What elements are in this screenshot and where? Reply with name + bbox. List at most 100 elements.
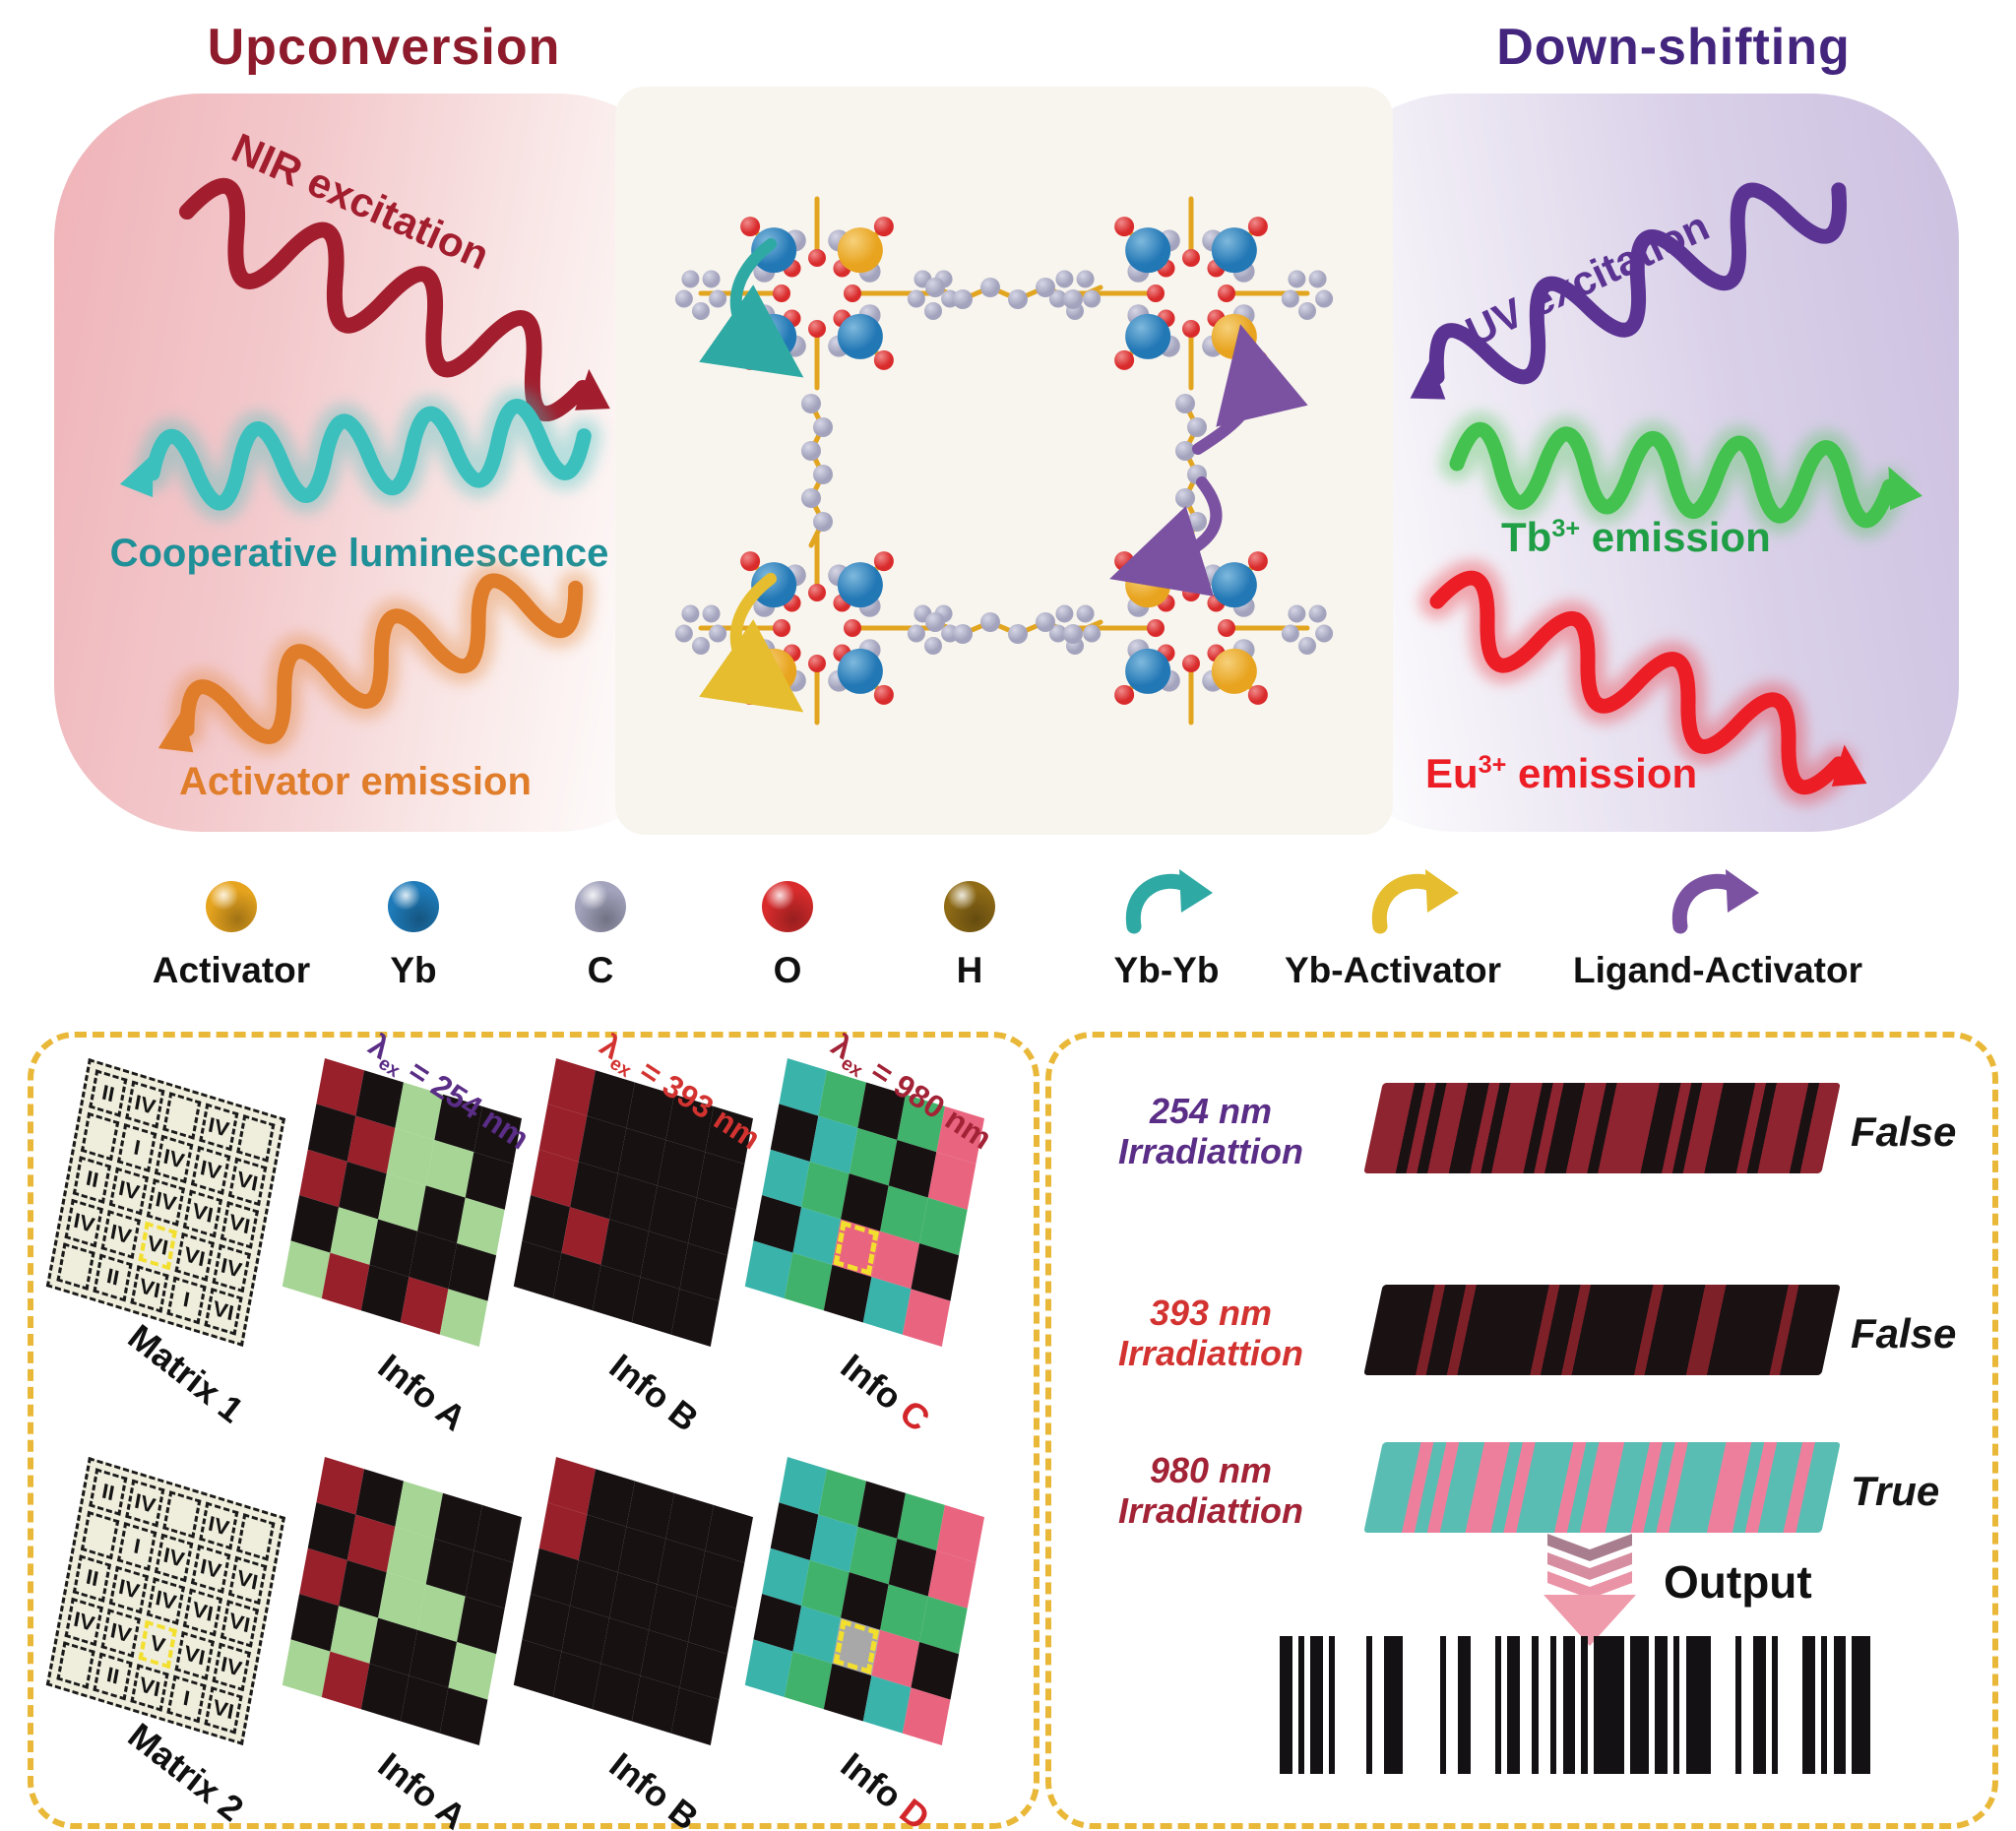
terminal-oxygen-atom <box>1114 551 1135 572</box>
yb-atom <box>1211 227 1257 274</box>
terminal-oxygen-atom <box>740 349 761 370</box>
yb-atom <box>751 562 797 608</box>
carbon-atom <box>1055 604 1074 623</box>
carbon-atom <box>1281 289 1299 308</box>
activator-atom <box>1211 648 1257 694</box>
terminal-oxygen-atom <box>740 551 761 572</box>
carbon-atom <box>1055 270 1074 288</box>
carbon-atom <box>1083 624 1102 643</box>
yb-yb-transfer-arrow <box>699 238 804 378</box>
terminal-oxygen-atom <box>1247 684 1268 705</box>
carbon-atom <box>924 302 942 320</box>
carbon-atom <box>1288 604 1306 623</box>
carbon-atom <box>702 270 721 288</box>
yb-atom <box>751 227 797 274</box>
yb-yb-legend-label: Yb-Yb <box>1113 950 1220 990</box>
eu-symbol: Eu <box>1425 750 1479 796</box>
c-atom-legend-sphere <box>575 881 626 932</box>
linker-carbon-atom <box>1036 278 1055 297</box>
downshifting-gradient-panel <box>1309 94 1959 832</box>
ligand-activator-arrow-icon <box>1671 869 1759 934</box>
downshifting-title: Down-shifting <box>1496 19 1851 76</box>
linker-carbon-atom <box>801 488 821 508</box>
carbon-atom <box>1048 289 1067 308</box>
oxygen-atom <box>808 584 826 601</box>
carbon-atom <box>1083 289 1102 308</box>
carbon-atom <box>1076 270 1095 288</box>
activator-atom-legend-sphere <box>206 881 257 932</box>
terminal-oxygen-atom <box>1247 217 1268 237</box>
yb-atom <box>1211 562 1257 608</box>
linker-carbon-atom <box>1187 417 1207 437</box>
carbon-atom <box>907 624 925 643</box>
oxygen-atom <box>808 249 826 267</box>
yb-legend-label: Yb <box>390 950 437 990</box>
linker-carbon-atom <box>953 289 973 309</box>
linker-carbon-atom <box>1063 289 1083 309</box>
linker-carbon-atom <box>813 465 833 484</box>
ligand-activator-transfer-arrow-down <box>1109 476 1223 597</box>
oxygen-atom <box>808 655 826 672</box>
eu-emission-word: emission <box>1506 750 1698 796</box>
linker-carbon-atom <box>1008 624 1028 644</box>
o-legend-label: O <box>773 950 802 990</box>
carbon-atom <box>1076 604 1095 623</box>
oxygen-atom <box>1147 284 1165 302</box>
terminal-oxygen-atom <box>1114 684 1135 705</box>
eu-charge: 3+ <box>1478 751 1507 779</box>
oxygen-atom <box>773 619 790 637</box>
tb-emission-label: Tb3+ emission <box>1501 514 1771 561</box>
terminal-oxygen-atom <box>740 217 761 237</box>
yb-activator-arrow-icon <box>1371 869 1459 934</box>
h-atom-legend-sphere <box>944 881 995 932</box>
oxygen-atom <box>1182 655 1200 672</box>
carbon-atom <box>681 604 700 623</box>
cooperative-luminescence-label: Cooperative luminescence <box>109 532 609 575</box>
linker-carbon-atom <box>925 612 945 632</box>
yb-atom <box>1125 227 1171 274</box>
carbon-atom <box>709 624 727 643</box>
carbon-atom <box>1308 270 1327 288</box>
legend-row: Activator Yb C O H Yb-Yb Yb-Activator Ligand-Ac… <box>0 852 2016 1019</box>
yb-atom-legend-sphere <box>388 881 439 932</box>
linker-carbon-atom <box>813 417 833 437</box>
carbon-atom <box>1298 637 1316 655</box>
linker-carbon-atom <box>1036 612 1055 632</box>
carbon-atom <box>1281 624 1299 643</box>
oxygen-atom <box>1218 284 1235 302</box>
linker-carbon-atom <box>801 441 821 461</box>
yb-atom <box>837 313 883 359</box>
linker-carbon-atom <box>953 624 973 644</box>
eu-emission-label: Eu3+ emission <box>1425 750 1697 797</box>
oxygen-atom <box>1182 584 1200 601</box>
terminal-oxygen-atom <box>873 217 894 237</box>
ligand-activator-legend-label: Ligand-Activator <box>1573 950 1862 990</box>
terminal-oxygen-atom <box>740 684 761 705</box>
ligand-activator-transfer-arrow-up <box>1192 324 1308 455</box>
carbon-atom <box>674 289 693 308</box>
yb-atom <box>837 562 883 608</box>
terminal-oxygen-atom <box>873 684 894 705</box>
carbon-atom <box>907 289 925 308</box>
yb-atom <box>837 648 883 694</box>
carbon-atom <box>1288 270 1306 288</box>
carbon-atom <box>681 270 700 288</box>
oxygen-atom <box>808 320 826 338</box>
tb-symbol: Tb <box>1501 514 1552 560</box>
linker-carbon-atom <box>925 278 945 297</box>
oxygen-atom <box>1182 249 1200 267</box>
yb-atom <box>1125 313 1171 359</box>
activator-legend-label: Activator <box>152 950 311 990</box>
mof-structure-svg <box>674 196 1334 726</box>
carbon-atom <box>692 637 710 655</box>
terminal-oxygen-atom <box>1114 349 1135 370</box>
yb-atom <box>1125 648 1171 694</box>
terminal-oxygen-atom <box>873 349 894 370</box>
irradiation-output-panel-box <box>1045 1032 1998 1829</box>
oxygen-atom <box>1218 619 1235 637</box>
oxygen-atom <box>773 284 790 302</box>
yb-activator-transfer-arrow <box>699 573 804 713</box>
linker-carbon-atom <box>1175 488 1195 508</box>
linker-carbon-atom <box>1008 289 1028 309</box>
tb-charge: 3+ <box>1551 515 1581 542</box>
